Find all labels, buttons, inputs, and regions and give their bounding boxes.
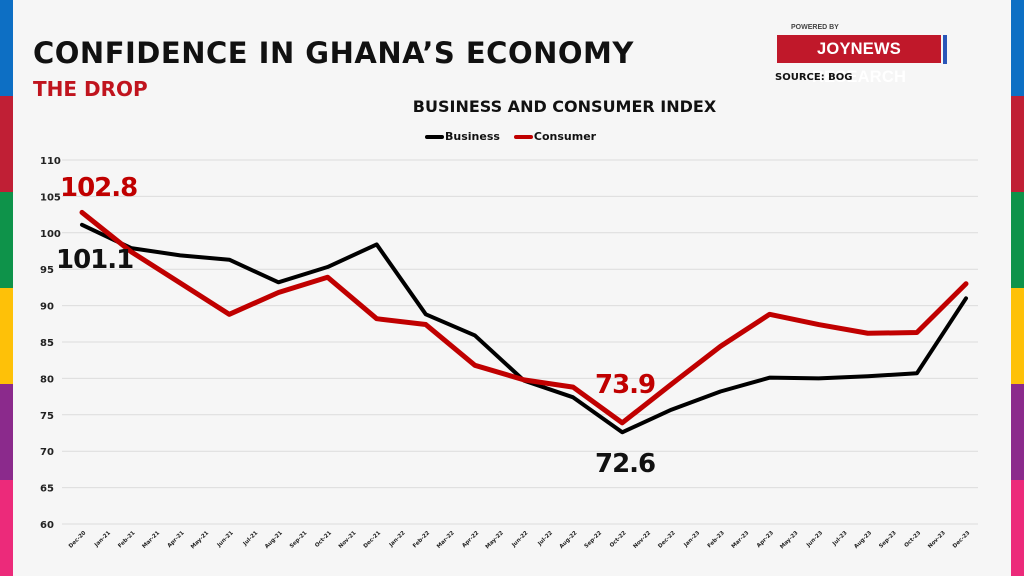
stripe-segment (1011, 288, 1024, 384)
y-tick-label: 60 (40, 520, 54, 531)
stripe-segment (0, 96, 13, 192)
stripe-segment (1011, 384, 1024, 480)
x-tick-label: May-21 (190, 530, 210, 550)
x-tick-label: Mar-23 (731, 530, 751, 550)
source-label: SOURCE: BOG (775, 72, 853, 83)
stripe-segment (1011, 480, 1024, 576)
x-tick-label: Sep-21 (289, 530, 309, 550)
x-tick-label: Nov-22 (632, 530, 652, 550)
x-tick-label: Aug-23 (853, 530, 873, 550)
data-label-consumer: 73.9 (595, 370, 655, 400)
x-tick-label: Aug-21 (264, 530, 284, 550)
page-title: CONFIDENCE IN GHANA’S ECONOMY (33, 36, 634, 70)
stripe-segment (1011, 192, 1024, 288)
powered-by-label: POWERED BY (791, 24, 839, 31)
legend-swatch-business (425, 134, 444, 139)
x-tick-label: Jan-21 (93, 530, 112, 549)
right-color-stripe (1011, 0, 1024, 576)
x-tick-label: Jul-23 (831, 530, 849, 548)
legend-label-business: Business (445, 130, 500, 143)
series-line-consumer (79, 209, 969, 426)
stripe-segment (0, 384, 13, 480)
x-tick-label: Feb-21 (117, 530, 136, 549)
stripe-segment (0, 192, 13, 288)
legend-item-business: Business (425, 130, 500, 143)
stripe-segment (0, 480, 13, 576)
x-tick-label: Sep-23 (878, 530, 898, 550)
x-tick-label: Sep-22 (584, 530, 604, 550)
chart-title: BUSINESS AND CONSUMER INDEX (412, 97, 717, 116)
x-tick-label: Aug-22 (559, 530, 579, 550)
x-tick-label: Nov-21 (338, 530, 358, 550)
y-tick-label: 110 (40, 156, 61, 167)
x-tick-label: Mar-21 (141, 530, 161, 550)
legend-label-consumer: Consumer (533, 130, 597, 143)
chart-legend: Business Consumer (425, 130, 610, 143)
x-tick-label: Jul-22 (536, 530, 554, 548)
x-tick-label: Feb-22 (412, 530, 431, 549)
data-label-business: 72.6 (595, 449, 655, 479)
x-tick-label: Mar-22 (436, 530, 456, 550)
page-subtitle: THE DROP (33, 77, 148, 101)
brand-logo-accent (943, 35, 947, 64)
legend-swatch-consumer (513, 134, 533, 139)
y-tick-label: 65 (40, 484, 54, 495)
x-tick-label: Oct-23 (904, 530, 923, 549)
x-tick-label: Apr-23 (756, 530, 775, 549)
x-tick-label: Jan-23 (682, 530, 701, 549)
y-tick-label: 70 (40, 447, 54, 458)
legend-item-consumer: Consumer (513, 130, 597, 143)
x-tick-label: Jun-23 (805, 530, 824, 549)
y-tick-label: 100 (40, 229, 61, 240)
left-color-stripe (0, 0, 13, 576)
brand-logo: JOYNEWS RESEARCH (777, 35, 941, 86)
x-tick-label: Jun-21 (216, 530, 235, 549)
x-tick-label: Nov-23 (927, 530, 947, 550)
x-tick-label: Oct-22 (609, 530, 628, 549)
y-tick-label: 85 (40, 338, 54, 349)
stripe-segment (1011, 96, 1024, 192)
x-tick-label: May-22 (485, 530, 505, 550)
x-tick-label: Jul-21 (242, 530, 260, 548)
x-tick-label: Dec-21 (363, 530, 383, 550)
x-tick-label: Jun-22 (510, 530, 529, 549)
stripe-segment (0, 0, 13, 96)
y-tick-label: 105 (40, 192, 61, 203)
data-label-consumer: 102.8 (60, 173, 137, 203)
stripe-segment (1011, 0, 1024, 96)
x-tick-label: Oct-21 (314, 530, 333, 549)
x-tick-label: Feb-23 (707, 530, 726, 549)
stripe-segment (0, 288, 13, 384)
x-tick-label: Dec-20 (68, 530, 88, 550)
y-tick-label: 95 (40, 265, 54, 276)
x-tick-label: Apr-21 (167, 530, 186, 549)
y-tick-label: 80 (40, 374, 54, 385)
x-tick-label: Dec-22 (657, 530, 677, 550)
x-tick-label: Apr-22 (461, 530, 480, 549)
x-tick-label: Dec-23 (952, 530, 972, 550)
data-label-business: 101.1 (56, 245, 133, 275)
y-tick-label: 75 (40, 411, 54, 422)
x-tick-label: May-23 (779, 530, 799, 550)
y-tick-label: 90 (40, 302, 54, 313)
x-tick-label: Jan-22 (388, 530, 407, 549)
